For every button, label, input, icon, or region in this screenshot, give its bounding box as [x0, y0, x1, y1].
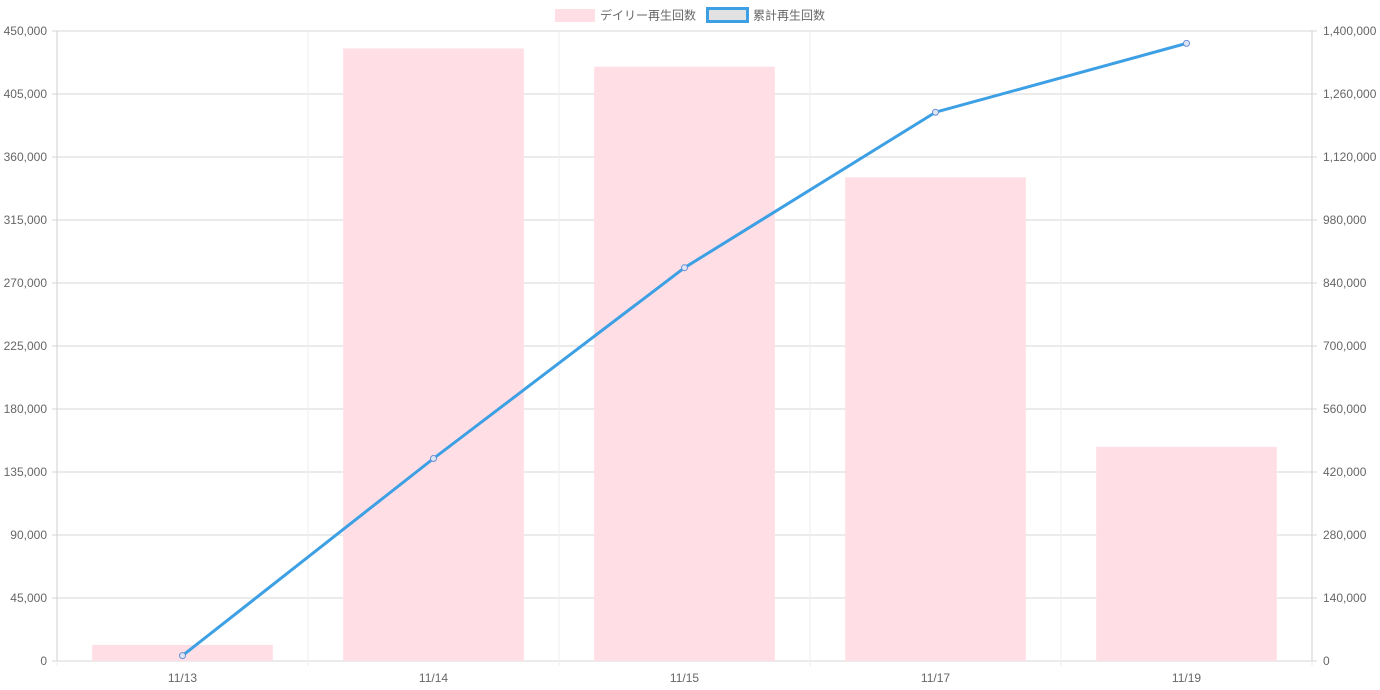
legend[interactable]: デイリー再生回数 累計再生回数 [555, 7, 825, 23]
line-point-11-13[interactable] [179, 652, 186, 660]
x-tick-label: 11/17 [921, 671, 950, 685]
axes: 0 45,000 90,000 135,000 180,000 225,000 270,00… [4, 24, 1377, 685]
left-tick-label: 90,000 [10, 528, 47, 542]
legend-line-label[interactable]: 累計再生回数 [753, 8, 825, 23]
legend-bar-label[interactable]: デイリー再生回数 [600, 8, 696, 23]
right-tick-label: 700,000 [1323, 339, 1367, 353]
legend-line-swatch[interactable] [706, 7, 749, 23]
bar-series [92, 48, 1277, 662]
bar-11-15[interactable] [594, 66, 775, 661]
left-tick-label: 180,000 [4, 402, 48, 416]
line-point-11-15[interactable] [681, 264, 688, 272]
x-tick-label: 11/15 [670, 671, 699, 685]
right-tick-label: 420,000 [1323, 465, 1367, 479]
left-tick-label: 45,000 [10, 591, 47, 605]
x-tick-label: 11/13 [168, 671, 197, 685]
line-point-11-17[interactable] [932, 108, 939, 116]
bar-11-14[interactable] [343, 48, 524, 662]
right-tick-label: 280,000 [1323, 528, 1367, 542]
left-tick-label: 270,000 [4, 276, 48, 290]
x-tick-label: 11/19 [1172, 671, 1201, 685]
left-tick-label: 135,000 [4, 465, 48, 479]
right-tick-label: 1,260,000 [1323, 87, 1377, 101]
right-tick-label: 0 [1323, 654, 1330, 668]
right-tick-label: 560,000 [1323, 402, 1367, 416]
legend-bar-swatch[interactable] [555, 9, 595, 22]
line-point-11-14[interactable] [430, 455, 437, 462]
left-tick-label: 405,000 [4, 87, 48, 101]
bar-11-19[interactable] [1096, 446, 1277, 661]
bar-11-17[interactable] [845, 177, 1026, 662]
left-tick-label: 315,000 [4, 213, 48, 227]
right-tick-label: 840,000 [1323, 276, 1367, 290]
line-point-11-19[interactable] [1183, 39, 1190, 47]
left-tick-label: 225,000 [4, 339, 48, 353]
right-tick-label: 1,400,000 [1323, 24, 1377, 38]
right-tick-label: 140,000 [1323, 591, 1367, 605]
line-series [179, 39, 1190, 660]
left-tick-label: 450,000 [4, 24, 48, 38]
right-tick-label: 1,120,000 [1323, 150, 1377, 164]
left-tick-label: 360,000 [4, 150, 48, 164]
right-tick-label: 980,000 [1323, 213, 1367, 227]
left-tick-label: 0 [40, 654, 47, 668]
x-tick-label: 11/14 [419, 671, 448, 685]
